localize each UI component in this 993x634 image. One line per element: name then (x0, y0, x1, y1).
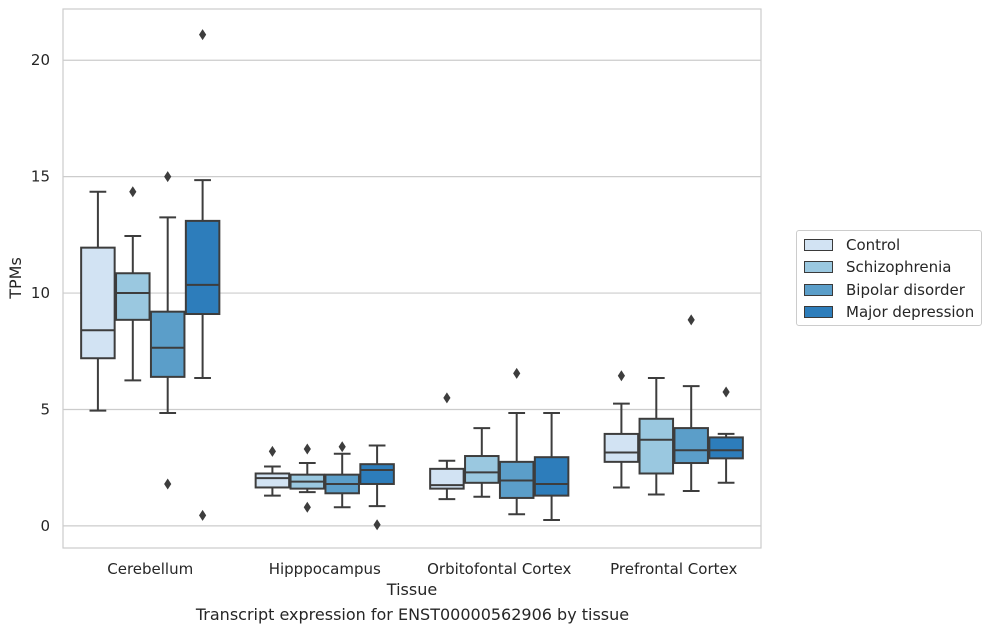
box-major-depression (533, 411, 570, 522)
outlier-point (303, 501, 311, 513)
outlier-point (199, 509, 207, 521)
box-iqr (184, 219, 221, 316)
box-major-depression (359, 444, 395, 531)
legend: Control Schizophrenia Bipolar disorder M… (796, 230, 982, 326)
outlier-point (687, 314, 695, 326)
box-bipolar-disorder (149, 171, 186, 490)
legend-item-schizophrenia: Schizophrenia (804, 258, 951, 276)
outlier-point (338, 441, 346, 453)
box-major-depression (184, 29, 221, 521)
y-axis-label: TPMs (6, 257, 25, 300)
box-bipolar-disorder (324, 441, 360, 509)
y-tick-label: 20 (31, 51, 50, 69)
box-schizophrenia (638, 377, 675, 496)
outlier-point (164, 171, 172, 183)
legend-swatch-bipolar-disorder (804, 284, 833, 296)
outlier-point (617, 370, 625, 382)
outlier-point (513, 367, 521, 379)
box-iqr (673, 427, 709, 465)
box-iqr (429, 467, 465, 490)
y-tick-label: 10 (31, 284, 50, 302)
outlier-point (443, 392, 451, 404)
legend-label: Bipolar disorder (846, 281, 965, 299)
box-control (254, 445, 291, 497)
outlier-point (268, 445, 276, 457)
box-control (429, 392, 465, 501)
box-iqr (115, 272, 151, 321)
box-schizophrenia (115, 186, 151, 382)
legend-swatch-major-depression (804, 306, 833, 318)
legend-label: Major depression (846, 303, 975, 321)
box-schizophrenia (289, 443, 326, 513)
outlier-point (129, 186, 137, 198)
legend-item-bipolar-disorder: Bipolar disorder (804, 281, 965, 299)
box-schizophrenia (464, 427, 500, 498)
boxes (80, 29, 744, 531)
x-tick-label: Hipppocampus (269, 560, 381, 578)
box-iqr (603, 432, 640, 463)
x-tick-labels: Cerebellum Hipppocampus Orbitofontal Corte… (107, 560, 737, 578)
legend-label: Control (846, 236, 901, 254)
y-tick-labels: 0 5 10 15 20 (31, 51, 50, 535)
legend-swatch-control (804, 239, 833, 251)
chart-title: Transcript expression for ENST0000056290… (195, 605, 630, 624)
box-iqr (80, 246, 116, 360)
x-tick-label: Orbitofontal Cortex (427, 560, 571, 578)
outlier-point (722, 386, 730, 398)
outlier-point (199, 29, 207, 41)
box-iqr (533, 456, 570, 497)
gridlines (63, 59, 761, 527)
box-iqr (708, 436, 744, 460)
box-bipolar-disorder (673, 314, 709, 492)
box-iqr (464, 455, 500, 484)
y-tick-label: 5 (40, 400, 50, 418)
outlier-point (373, 519, 381, 531)
box-bipolar-disorder (498, 367, 535, 516)
y-tick-label: 15 (31, 168, 50, 186)
outlier-point (303, 443, 311, 455)
box-iqr (254, 472, 291, 489)
outlier-point (164, 478, 172, 490)
box-control (603, 370, 640, 489)
box-iqr (359, 463, 395, 485)
box-iqr (149, 310, 186, 378)
legend-swatch-schizophrenia (804, 261, 833, 273)
y-tick-label: 0 (40, 517, 50, 535)
legend-label: Schizophrenia (846, 258, 952, 276)
box-control (80, 190, 116, 412)
box-major-depression (708, 386, 744, 484)
x-tick-label: Cerebellum (107, 560, 193, 578)
x-axis-label: Tissue (386, 580, 437, 599)
x-tick-label: Prefrontal Cortex (610, 560, 737, 578)
legend-item-control: Control (804, 236, 900, 254)
box-iqr (638, 417, 675, 475)
legend-item-major-depression: Major depression (804, 303, 974, 321)
